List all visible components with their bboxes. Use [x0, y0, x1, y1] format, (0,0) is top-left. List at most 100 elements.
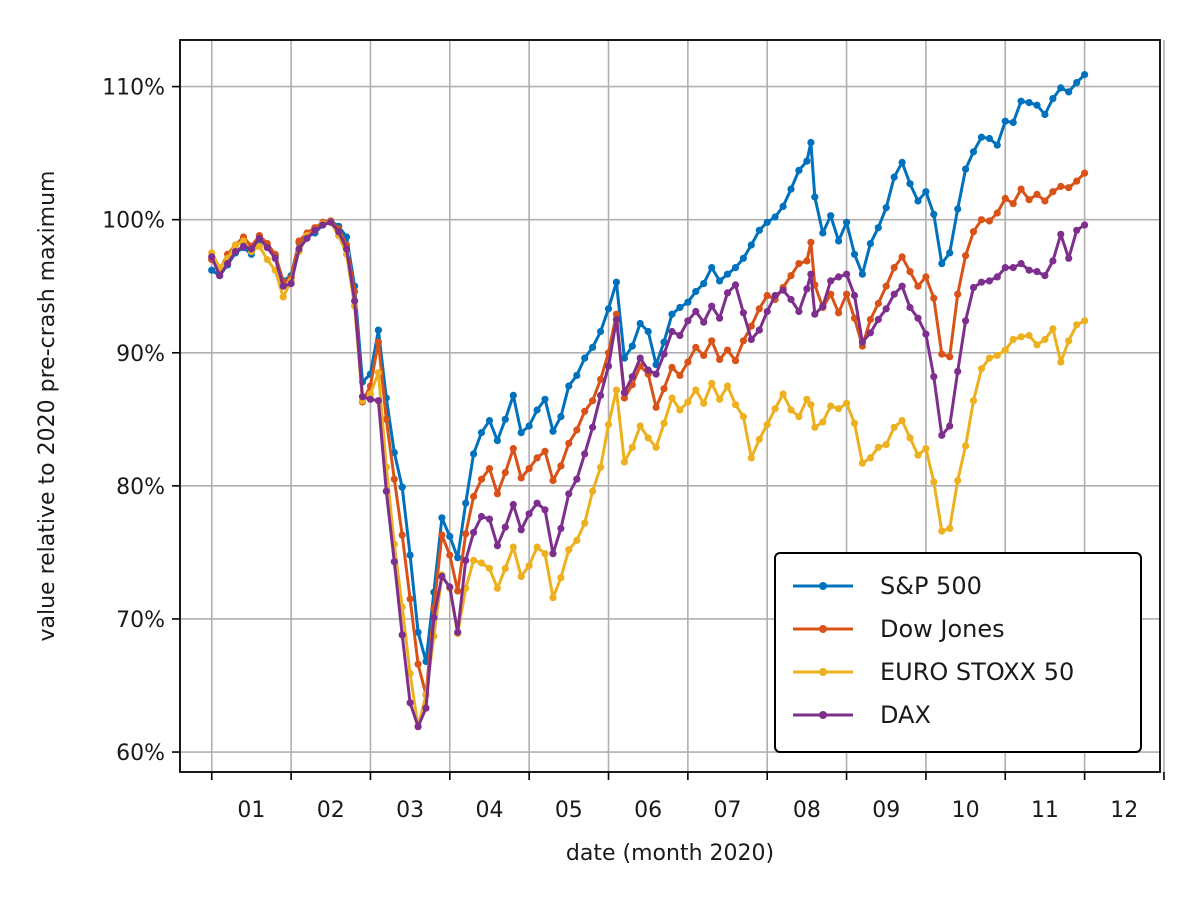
- data-point: [739, 337, 748, 345]
- data-point: [938, 527, 946, 535]
- data-point: [549, 476, 557, 485]
- data-point: [898, 417, 906, 425]
- data-point: [850, 291, 859, 300]
- data-point: [708, 379, 716, 387]
- data-point: [224, 260, 232, 268]
- y-tick-label: 110%: [102, 76, 165, 101]
- data-point: [549, 550, 557, 558]
- x-tick-label: 03: [396, 798, 424, 823]
- data-point: [1065, 184, 1073, 192]
- data-point: [652, 443, 660, 451]
- data-point: [470, 556, 478, 565]
- data-point: [438, 572, 446, 581]
- data-point: [716, 355, 724, 363]
- data-point: [906, 303, 914, 312]
- data-point: [565, 546, 573, 554]
- data-point: [374, 397, 382, 405]
- y-tick-label: 90%: [116, 342, 165, 367]
- data-point: [501, 468, 509, 477]
- data-point: [541, 395, 549, 403]
- data-point: [398, 631, 406, 639]
- data-point: [1081, 221, 1089, 229]
- data-point: [962, 317, 970, 325]
- data-point: [406, 551, 414, 559]
- data-point: [716, 314, 724, 322]
- data-point: [771, 291, 779, 300]
- data-point: [319, 221, 327, 229]
- data-point: [692, 307, 700, 316]
- data-point: [1041, 197, 1049, 205]
- data-point: [763, 218, 771, 226]
- data-point: [866, 240, 875, 248]
- data-point: [541, 447, 549, 455]
- data-point: [874, 224, 882, 232]
- data-point: [1025, 266, 1033, 274]
- data-point: [541, 550, 549, 558]
- data-point: [946, 249, 954, 257]
- data-point: [454, 628, 462, 636]
- data-point: [692, 343, 700, 351]
- data-point: [676, 303, 684, 312]
- data-point: [612, 278, 621, 286]
- data-point: [1049, 95, 1057, 103]
- data-point: [533, 543, 541, 551]
- data-point: [890, 173, 898, 181]
- data-point: [565, 490, 573, 498]
- data-point: [295, 245, 303, 253]
- data-point: [803, 395, 811, 403]
- data-point: [866, 454, 875, 462]
- data-point: [549, 594, 557, 602]
- data-point: [612, 315, 621, 324]
- data-point: [660, 419, 668, 427]
- data-point: [747, 335, 755, 344]
- data-point: [763, 307, 771, 316]
- data-point: [731, 264, 740, 272]
- data-point: [739, 309, 748, 317]
- data-point: [668, 363, 676, 371]
- x-tick-label: 12: [1110, 798, 1138, 823]
- data-point: [462, 556, 470, 565]
- data-point: [549, 427, 557, 435]
- series-line-dax: [210, 220, 1086, 729]
- data-point: [755, 435, 763, 443]
- data-point: [573, 426, 581, 434]
- plot-frame: [179, 39, 1161, 773]
- legend-marker: [819, 711, 827, 719]
- data-point: [1049, 325, 1057, 333]
- data-point: [874, 315, 882, 324]
- data-point: [573, 475, 581, 483]
- y-tick-label: 100%: [102, 209, 165, 234]
- data-point: [969, 148, 978, 156]
- legend-entries: S&P 500 Dow Jones EURO STOXX 50 DAX: [793, 572, 1074, 729]
- data-point: [335, 228, 343, 236]
- data-point: [1017, 185, 1025, 193]
- data-point: [493, 490, 501, 498]
- data-point: [208, 266, 216, 274]
- data-point: [597, 463, 605, 471]
- data-point: [279, 293, 287, 301]
- data-point: [493, 437, 501, 445]
- data-point: [422, 704, 430, 712]
- legend-label: Dow Jones: [880, 615, 1005, 643]
- data-point: [962, 252, 970, 260]
- data-point: [771, 213, 779, 221]
- data-point: [1057, 84, 1065, 92]
- data-point: [477, 512, 486, 521]
- data-point: [652, 403, 660, 411]
- data-point: [660, 385, 668, 393]
- data-point: [985, 277, 994, 285]
- data-point: [819, 302, 827, 310]
- data-point: [779, 390, 787, 398]
- data-point: [1025, 331, 1033, 340]
- data-point: [1025, 196, 1033, 204]
- data-point: [1009, 118, 1017, 127]
- data-point: [700, 399, 708, 407]
- data-point: [716, 395, 724, 403]
- x-axis-label: date (month 2020): [566, 841, 774, 866]
- data-point: [581, 354, 589, 362]
- data-point: [470, 528, 478, 537]
- data-point: [977, 278, 986, 286]
- data-point: [731, 357, 740, 365]
- data-point: [1073, 177, 1081, 185]
